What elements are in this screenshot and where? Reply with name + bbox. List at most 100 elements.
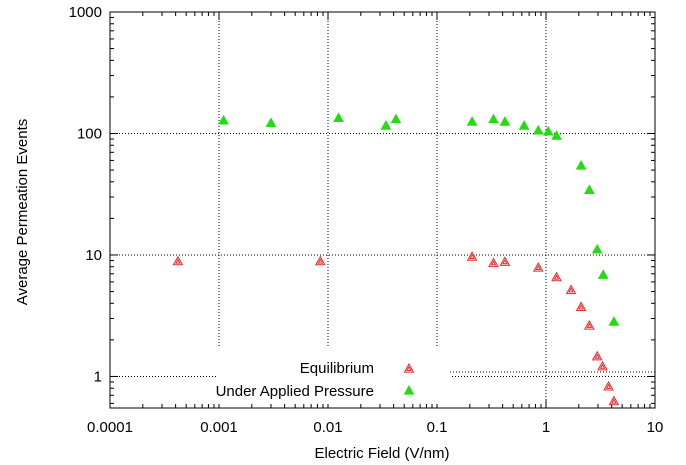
marker-inner: [317, 258, 324, 264]
marker-shape: [488, 257, 499, 268]
marker-shape: [584, 319, 595, 330]
marker-inner: [594, 353, 601, 359]
marker-shape: [597, 360, 608, 371]
equilibrium-point: [597, 360, 608, 371]
marker-shape: [551, 130, 562, 140]
y-tick-label: 100: [77, 125, 102, 142]
marker-shape: [390, 113, 402, 124]
marker-shape: [591, 243, 603, 254]
marker-shape: [603, 380, 614, 391]
equilibrium-point: [466, 251, 478, 261]
pressure-point: [333, 112, 344, 123]
marker-shape: [584, 184, 595, 194]
y-tick-label: 10: [85, 247, 102, 264]
grid-lines: [110, 12, 655, 408]
equilibrium-point: [565, 284, 577, 295]
marker-inner: [611, 398, 617, 404]
pressure-point: [597, 269, 609, 279]
x-tick-label: 0.0001: [87, 419, 133, 436]
marker-inner: [578, 304, 584, 310]
marker-inner: [535, 264, 542, 270]
marker-inner: [490, 260, 497, 266]
marker-shape: [172, 255, 184, 266]
marker-shape: [499, 256, 511, 266]
marker-shape: [518, 120, 530, 130]
x-tick-labels: 0.0001 0.001 0.01 0.1 1 10: [87, 419, 663, 436]
data-points: [172, 112, 620, 406]
marker-inner: [406, 365, 412, 371]
pressure-point: [584, 184, 595, 194]
equilibrium-point: [532, 262, 544, 272]
pressure-point: [591, 243, 603, 254]
x-tick-label: 0.001: [200, 419, 238, 436]
x-tick-label: 0.01: [313, 419, 342, 436]
marker-shape: [575, 301, 587, 312]
equilibrium-point: [499, 256, 511, 266]
pressure-point: [488, 113, 499, 124]
pressure-point: [218, 114, 229, 125]
x-tick-label: 10: [647, 419, 664, 436]
marker-shape: [542, 125, 554, 136]
y-tick-label: 1000: [69, 4, 102, 21]
x-axis-label: Electric Field (V/nm): [314, 445, 449, 462]
pressure-point: [499, 116, 511, 126]
marker-shape: [218, 114, 229, 125]
legend-label-equilibrium: Equilibrium: [300, 360, 374, 377]
y-tick-label: 1: [94, 368, 102, 385]
plot-frame: [109, 11, 656, 409]
marker-shape: [466, 251, 478, 261]
marker-shape: [532, 124, 544, 135]
equilibrium-point: [575, 301, 587, 312]
equilibrium-point: [591, 350, 603, 361]
marker-inner: [605, 383, 612, 389]
marker-inner: [469, 253, 475, 260]
marker-shape: [466, 116, 478, 126]
marker-inner: [586, 322, 593, 328]
pressure-point: [380, 120, 392, 130]
marker-shape: [403, 362, 415, 373]
x-tick-label: 0.1: [427, 419, 448, 436]
marker-shape: [608, 316, 620, 326]
marker-inner: [599, 363, 606, 369]
equilibrium-point: [603, 380, 614, 391]
equilibrium-point: [172, 255, 184, 266]
marker-shape: [597, 269, 609, 279]
equilibrium-point: [488, 257, 499, 268]
equilibrium-point: [584, 319, 595, 330]
x-tick-label: 1: [542, 419, 550, 436]
marker-shape: [499, 116, 511, 126]
pressure-point: [390, 113, 402, 124]
marker-shape: [551, 271, 562, 282]
legend-label-pressure: Under Applied Pressure: [216, 383, 374, 400]
marker-inner: [502, 259, 508, 265]
legend: Equilibrium Under Applied Pressure: [216, 346, 655, 404]
equilibrium-point: [314, 255, 326, 266]
pressure-point: [551, 130, 562, 140]
marker-shape: [314, 255, 326, 266]
pressure-point: [542, 125, 554, 136]
marker-inner: [568, 287, 574, 293]
marker-inner: [175, 258, 181, 264]
y-tick-labels: 1 10 100 1000: [69, 4, 102, 385]
pressure-point: [466, 116, 478, 126]
marker-shape: [532, 262, 544, 272]
legend-marker-equilibrium: [403, 362, 415, 373]
marker-shape: [575, 159, 587, 170]
equilibrium-point: [551, 271, 562, 282]
marker-shape: [608, 395, 620, 406]
pressure-point: [265, 117, 277, 128]
pressure-point: [575, 159, 587, 170]
marker-shape: [403, 384, 415, 395]
marker-shape: [380, 120, 392, 130]
marker-shape: [333, 112, 344, 123]
marker-shape: [488, 113, 499, 124]
y-axis-label: Average Permeation Events: [14, 119, 31, 306]
pressure-point: [518, 120, 530, 130]
pressure-point: [532, 124, 544, 135]
equilibrium-point: [608, 395, 620, 406]
legend-marker-pressure: [403, 384, 415, 395]
marker-shape: [591, 350, 603, 361]
marker-shape: [565, 284, 577, 295]
marker-inner: [553, 274, 560, 280]
